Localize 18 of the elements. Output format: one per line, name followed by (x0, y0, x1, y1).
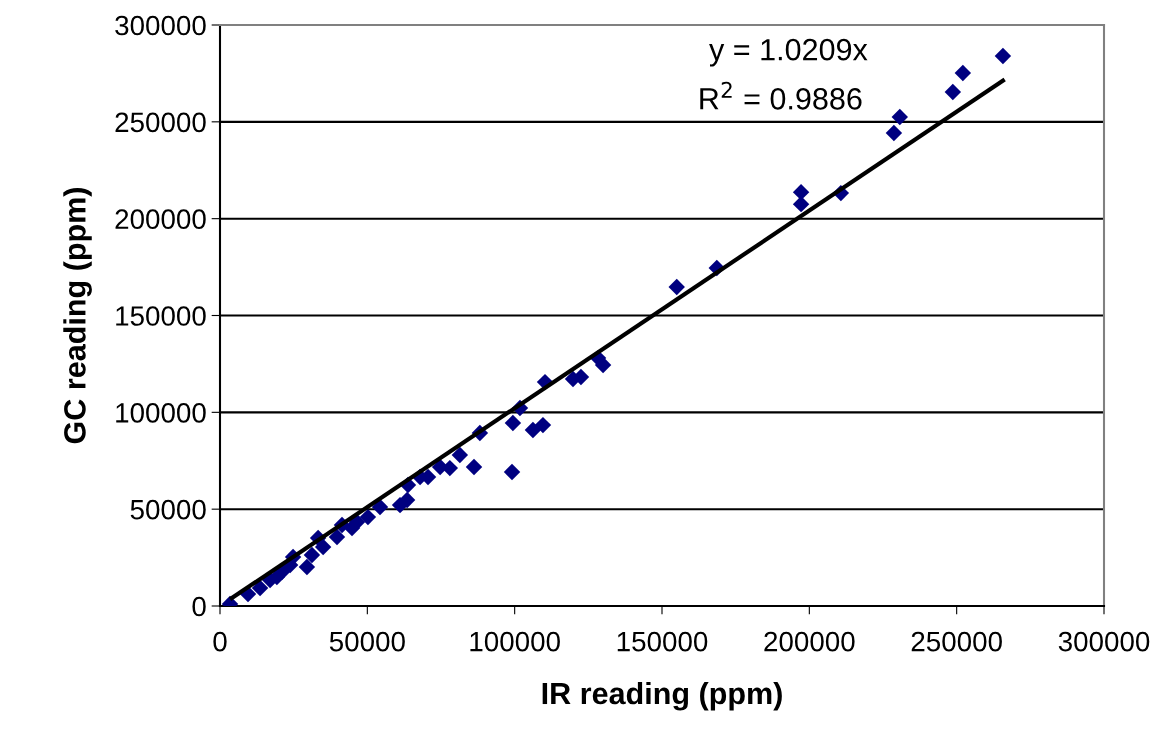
x-tick-label: 300000 (1058, 631, 1150, 652)
y-tick-label: 300000 (115, 15, 206, 36)
annotation: y = 1.0209x (709, 38, 868, 67)
x-tick-label: 200000 (764, 631, 855, 652)
x-tick-label: 150000 (617, 631, 708, 652)
x-axis-title: IR reading (ppm) (542, 681, 782, 711)
y-axis-title: GC reading (ppm) (63, 188, 92, 444)
x-tick-label: 100000 (470, 631, 560, 652)
x-tick-label: 0 (213, 631, 227, 652)
y-tick-label: 100000 (116, 403, 206, 423)
x-tick-label: 50000 (329, 631, 405, 652)
x-tick-label: 250000 (911, 631, 1002, 652)
y-tick-label: 250000 (115, 112, 206, 133)
y-tick-label: 50000 (130, 499, 206, 520)
annotation: R$^{2}$ = 0.9886 (700, 81, 862, 110)
y-tick-label: 200000 (115, 209, 206, 230)
y-tick-label: 0 (192, 596, 206, 617)
y-tick-label: 150000 (116, 306, 206, 326)
